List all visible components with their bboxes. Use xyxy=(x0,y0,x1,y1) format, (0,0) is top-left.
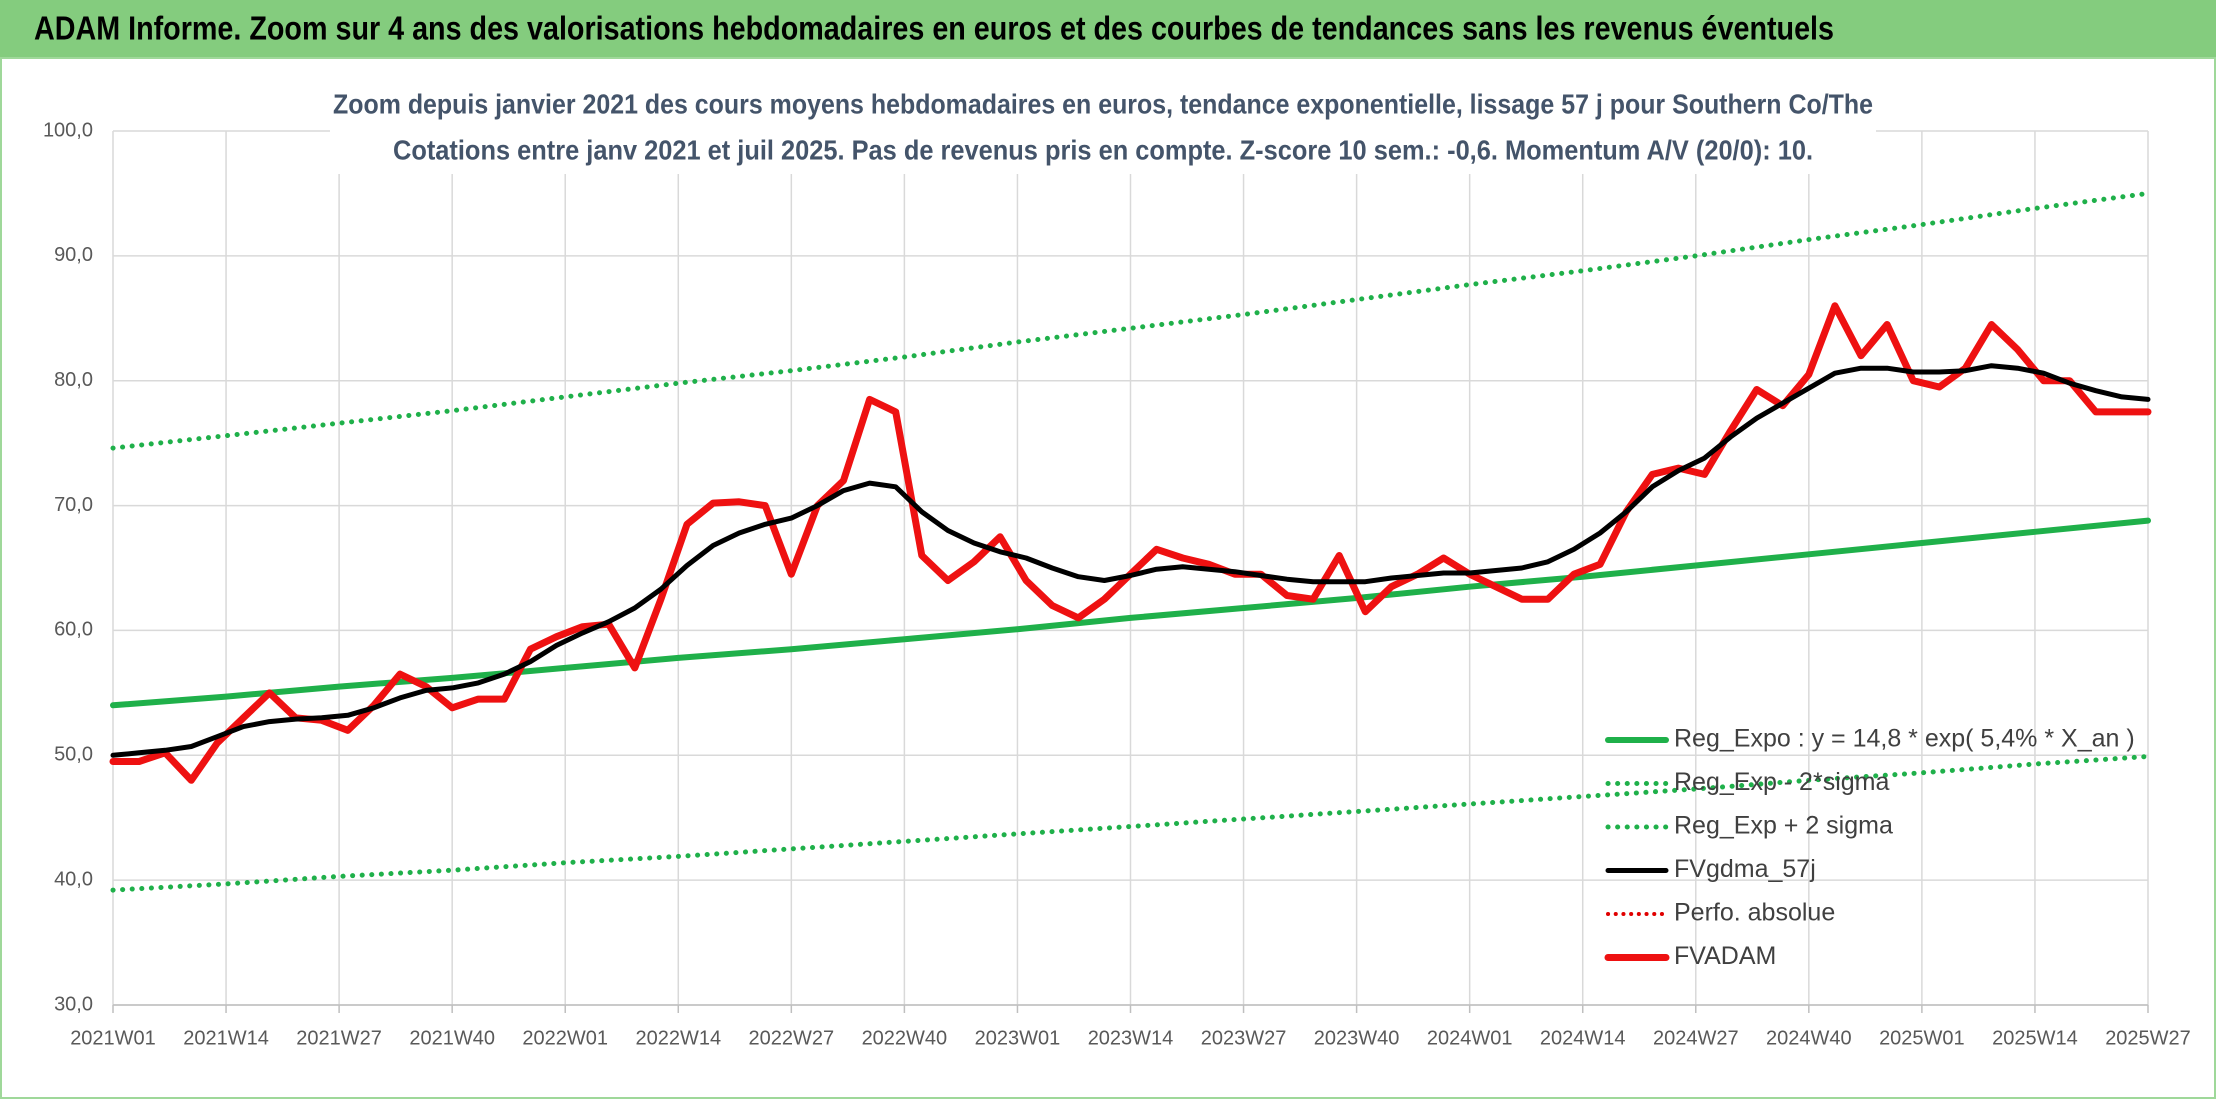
x-tick-label: 2021W27 xyxy=(296,1027,382,1049)
x-tick-label: 2021W40 xyxy=(409,1027,495,1049)
title-box xyxy=(330,84,1876,174)
legend-label: Reg_Exp + 2 sigma xyxy=(1674,812,1893,840)
x-tick-label: 2022W01 xyxy=(522,1027,608,1049)
series-line xyxy=(110,190,2151,451)
y-tick-label: 90,0 xyxy=(54,244,93,266)
chart-subtitle: Cotations entre janv 2021 et juil 2025. … xyxy=(393,134,1813,165)
x-tick-label: 2025W14 xyxy=(1992,1027,2078,1049)
plot-area: 30,0 40,0 50,0 60,0 70,0 80,0 90,0 100,0 2021W01… xyxy=(43,119,2191,1049)
legend-label: FVADAM xyxy=(1674,942,1776,970)
y-tick-label: 100,0 xyxy=(43,119,93,141)
x-tick-label: 2025W27 xyxy=(2105,1027,2191,1049)
y-tick-label: 40,0 xyxy=(54,868,93,890)
x-tick-label: 2024W27 xyxy=(1653,1027,1739,1049)
series-line xyxy=(110,363,2151,758)
series-line xyxy=(110,517,2151,709)
x-tick-label: 2023W27 xyxy=(1201,1027,1287,1049)
y-tick-label: 30,0 xyxy=(54,993,93,1015)
x-tick-label: 2024W01 xyxy=(1427,1027,1513,1049)
legend-label: FVgdma_57j xyxy=(1674,855,1816,883)
series-line xyxy=(110,754,2151,893)
y-tick-label: 70,0 xyxy=(54,494,93,516)
legend-label: Reg_Expo : y = 14,8 * exp( 5,4% * X_an ) xyxy=(1674,725,2135,753)
x-tick-label: 2025W01 xyxy=(1879,1027,1965,1049)
x-tick-label: 2023W14 xyxy=(1088,1027,1174,1049)
chart-title: Zoom depuis janvier 2021 des cours moyen… xyxy=(333,88,1873,119)
x-tick-label: 2021W01 xyxy=(70,1027,156,1049)
y-tick-label: 80,0 xyxy=(54,369,93,391)
header-bar xyxy=(0,0,2216,58)
x-tick-label: 2024W40 xyxy=(1766,1027,1852,1049)
header-title: ADAM Informe. Zoom sur 4 ans des valoris… xyxy=(34,10,1834,47)
x-tick-label: 2021W14 xyxy=(183,1027,269,1049)
x-tick-label: 2023W01 xyxy=(975,1027,1061,1049)
legend-label: Perfo. absolue xyxy=(1674,899,1835,927)
y-tick-label: 50,0 xyxy=(54,744,93,766)
y-tick-label: 60,0 xyxy=(54,619,93,641)
x-tick-label: 2022W40 xyxy=(862,1027,948,1049)
x-tick-label: 2023W40 xyxy=(1314,1027,1400,1049)
legend-label: Reg_Exp - 2*sigma xyxy=(1674,768,1889,796)
x-tick-label: 2022W14 xyxy=(635,1027,721,1049)
x-tick-label: 2022W27 xyxy=(749,1027,835,1049)
x-tick-label: 2024W14 xyxy=(1540,1027,1626,1049)
